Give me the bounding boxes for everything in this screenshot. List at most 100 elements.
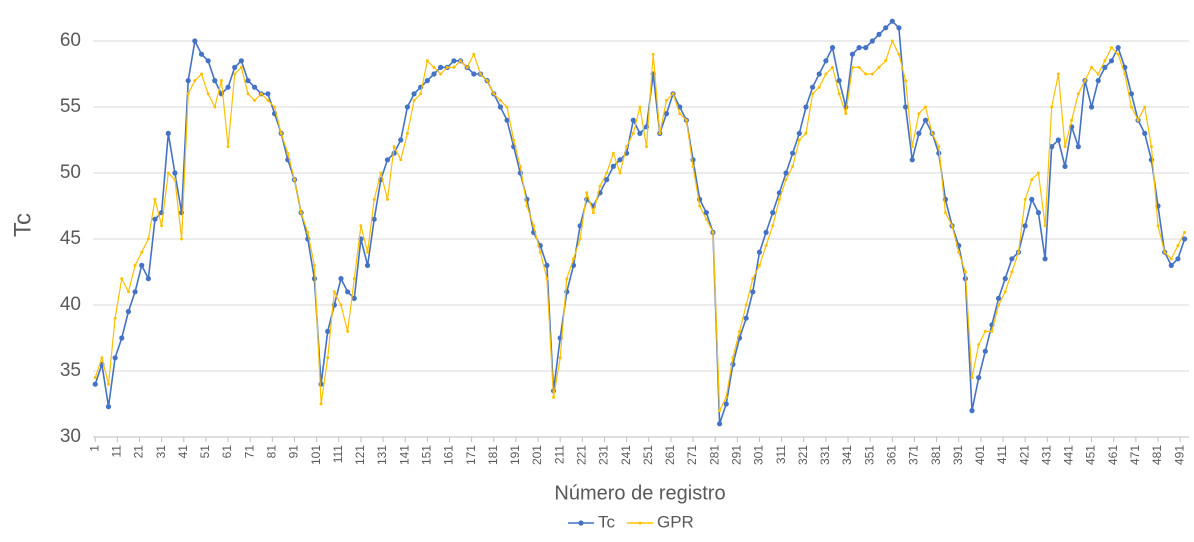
data-point [771,224,775,228]
data-point [372,197,376,201]
data-point [738,329,742,333]
data-point [831,65,835,69]
data-point [338,276,344,282]
data-point [1076,92,1080,96]
data-point [152,216,158,222]
data-point [404,104,411,110]
legend-item: GPR [627,512,694,531]
data-point [943,211,947,215]
data-point [505,105,509,109]
data-point [366,250,370,254]
data-point [824,72,828,76]
data-point [850,65,854,69]
data-point [1055,137,1061,143]
x-tick-label: 491 [1172,445,1186,465]
x-tick-label: 191 [508,445,522,465]
x-tick-label: 331 [818,445,832,465]
data-point [837,92,841,96]
data-point [829,45,836,51]
data-point [105,404,112,410]
x-tick-label: 111 [331,445,345,464]
data-point [1108,58,1115,64]
data-point [292,178,296,182]
y-tick-label: 45 [60,228,81,249]
data-point [664,98,668,102]
data-point [877,65,881,69]
x-tick-label: 361 [884,445,898,465]
data-point [165,130,171,136]
data-point [816,71,822,77]
data-point [957,250,961,254]
y-tick-label: 60 [60,30,81,51]
data-point [1116,52,1120,56]
data-point [684,118,688,122]
data-point [459,59,463,63]
data-point [1030,178,1034,182]
data-point [883,25,889,31]
data-point [212,78,218,84]
data-point [438,64,444,70]
data-point [206,92,210,96]
data-point [777,197,781,201]
data-point [431,71,437,77]
data-point [379,171,383,175]
x-tick-label: 121 [353,445,367,465]
data-point [1035,210,1042,216]
data-point [1175,256,1181,262]
data-point [1056,72,1060,76]
data-point [997,303,1001,307]
data-point [743,315,749,321]
data-point [239,65,243,69]
data-point [232,64,238,70]
data-point [1149,145,1153,149]
series-tc [92,18,1188,427]
data-point [751,277,755,281]
data-point [199,72,203,76]
x-tick-label: 41 [176,445,190,459]
data-point [756,249,763,255]
data-point [139,262,145,268]
x-tick-label: 21 [132,445,146,459]
data-point [1128,91,1135,97]
data-point [658,131,662,135]
data-point [325,328,331,334]
data-point [1043,224,1047,228]
data-point [219,79,223,83]
data-point [922,117,929,123]
data-point [598,184,602,188]
data-point [525,204,529,208]
data-point [185,78,191,84]
x-tick-label: 161 [442,445,456,465]
legend-label: GPR [657,512,694,531]
data-point [1009,256,1015,262]
data-point [233,72,237,76]
data-point [565,277,569,281]
data-point [585,191,589,195]
data-point [253,98,257,102]
data-point [1042,256,1048,262]
data-point [332,290,336,294]
x-tick-label: 31 [154,445,168,459]
data-point [604,177,610,183]
x-tick-label: 131 [375,445,389,465]
data-point [757,263,761,267]
data-point [797,138,801,142]
data-point [411,91,417,97]
data-point [1036,171,1040,175]
data-point [917,112,921,116]
data-point [93,376,97,380]
data-point [876,31,882,37]
data-point [432,65,436,69]
x-tick-label: 321 [796,445,810,465]
data-point [750,289,756,295]
data-point [1142,130,1148,136]
data-point [889,18,895,24]
x-tick-label: 391 [951,445,965,465]
data-point [1050,105,1054,109]
data-point [637,130,643,136]
data-point [1049,144,1055,150]
data-point [617,157,623,163]
legend-marker [578,520,584,526]
data-point [591,211,595,215]
series-line [94,40,1186,412]
